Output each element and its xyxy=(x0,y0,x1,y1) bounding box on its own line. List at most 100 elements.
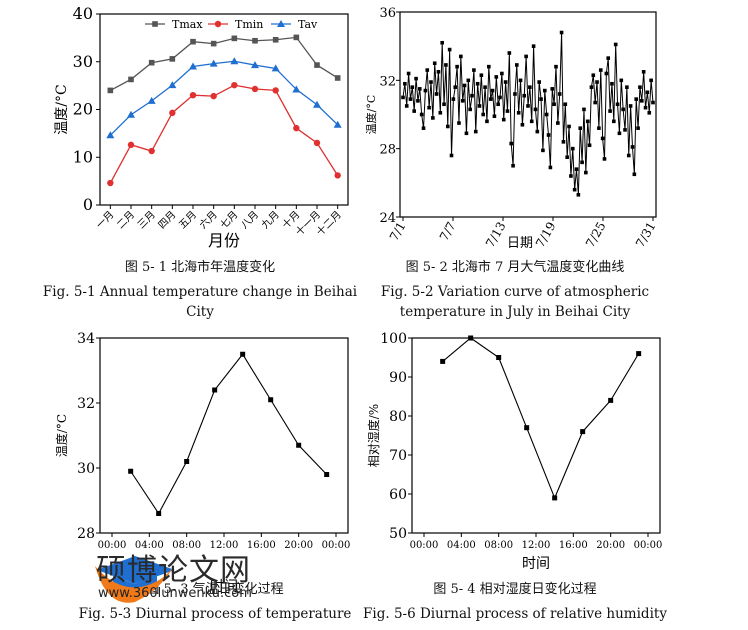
chart-1-xtick-label: 一月 xyxy=(94,209,117,232)
chart-2-point xyxy=(608,109,612,113)
chart-1-legend-tav-label: Tav xyxy=(298,18,318,31)
chart-3-point xyxy=(184,459,190,464)
chart-2-point xyxy=(630,145,635,149)
chart-3-plot-frame xyxy=(99,337,349,534)
chart-3-ytick-label: 32 xyxy=(77,396,95,412)
chart-2-point xyxy=(632,172,637,177)
chart-1-xtick-label: 二月 xyxy=(114,209,137,232)
chart-2-point xyxy=(634,97,639,101)
chart-2-point xyxy=(556,121,560,125)
chart-4-point xyxy=(608,397,614,403)
chart-4-ytick-label: 70 xyxy=(389,448,407,464)
chart-1-ylabel: 温度/°C xyxy=(54,84,70,134)
chart-2-point xyxy=(416,99,420,103)
chart-2-plot-frame xyxy=(399,11,657,218)
chart-3-point xyxy=(296,442,302,448)
chart-1-xtick-label: 三月 xyxy=(135,209,158,232)
chart-1-point-tmax xyxy=(231,35,238,42)
chart-2-point xyxy=(606,56,611,60)
chart-3-xtick-label: 16:00 xyxy=(247,540,276,551)
watermark-logo-icon xyxy=(95,556,179,603)
chart-2-point xyxy=(552,102,556,107)
chart-3-xtick-label: 20:00 xyxy=(284,540,313,551)
chart-2-point xyxy=(625,85,629,89)
chart-2-point xyxy=(524,54,528,59)
chart-2-point xyxy=(570,146,575,151)
caption-chart-4-en: Fig. 5-6 Diurnal process of relative hum… xyxy=(363,606,667,622)
chart-1-point-tmin xyxy=(127,141,135,149)
chart-2-point xyxy=(546,133,551,137)
chart-3-point xyxy=(128,468,134,474)
chart-2-ytick-label: 32 xyxy=(379,74,396,89)
chart-2-point xyxy=(468,107,472,112)
chart-2-point xyxy=(638,85,642,89)
caption-chart-4-cn: 图 5- 4 相对湿度日变化过程 xyxy=(433,582,597,597)
chart-2-point xyxy=(453,85,458,89)
chart-2-point xyxy=(598,68,603,72)
chart-2-point xyxy=(507,51,512,55)
chart-1-point-tmin xyxy=(148,147,155,155)
chart-2-point xyxy=(477,104,482,108)
chart-2-point xyxy=(529,119,534,124)
chart-1-point-tmin xyxy=(293,124,300,132)
chart-4-point xyxy=(524,425,530,431)
chart-3-point xyxy=(324,472,330,477)
chart-2-point xyxy=(470,93,474,98)
chart-1-point-tav xyxy=(292,85,301,93)
chart-2-point xyxy=(431,116,435,120)
chart-4-point xyxy=(440,358,446,364)
chart-3-point xyxy=(212,387,218,393)
chart-2-point xyxy=(612,119,616,124)
caption-chart-3-en: Fig. 5-3 Diurnal process of temperature xyxy=(78,606,352,622)
chart-4-series-line xyxy=(442,337,640,500)
chart-1-point-tav xyxy=(147,96,156,104)
chart-2-point xyxy=(466,78,471,83)
chart-2-point xyxy=(462,83,467,88)
chart-1-point-tav xyxy=(251,61,259,69)
chart-4-point xyxy=(580,429,586,435)
chart-2-point xyxy=(421,126,426,130)
chart-2-point xyxy=(563,102,568,107)
chart-2-point xyxy=(483,85,487,89)
chart-2-point xyxy=(572,187,577,192)
chart-2-point xyxy=(492,114,497,119)
chart-2-point xyxy=(528,85,532,89)
chart-2-point xyxy=(617,131,622,136)
chart-3-xtick-label: 00:00 xyxy=(98,540,127,551)
chart-3-point xyxy=(156,511,162,516)
chart-2-point xyxy=(520,122,525,127)
chart-1-legend-tav-marker xyxy=(277,20,285,27)
chart-2-point xyxy=(541,148,545,153)
chart-2-point xyxy=(472,68,476,72)
chart-2-point xyxy=(597,126,601,130)
chart-2-point xyxy=(550,87,555,91)
chart-2-xtick-label: 7/19 xyxy=(533,220,559,250)
chart-2-point xyxy=(585,119,590,124)
chart-1-legend-tmin-label: Tmin xyxy=(235,18,263,31)
chart-2-xtick-label: 7/7 xyxy=(437,220,459,244)
chart-2-point xyxy=(432,61,437,66)
chart-2-point xyxy=(440,40,444,45)
chart-1-point-tmax xyxy=(190,38,196,45)
chart-2-point xyxy=(623,128,627,132)
chart-4-plot-frame xyxy=(411,337,661,534)
chart-1-series-tav-line xyxy=(109,60,339,136)
chart-2-point xyxy=(501,117,506,122)
chart-2-point xyxy=(515,63,519,67)
chart-1-xlabel: 月份 xyxy=(208,231,240,250)
chart-1-point-tmin xyxy=(251,85,259,93)
chart-2-point xyxy=(500,71,504,76)
chart-1-point-tmax xyxy=(107,87,114,94)
chart-3-point xyxy=(268,397,274,403)
chart-1-ytick-label: 0 xyxy=(83,195,93,214)
chart-2-point xyxy=(537,80,541,84)
chart-1-point-tav xyxy=(106,131,115,139)
chart-2-point xyxy=(404,104,409,108)
chart-4-ytick-label: 80 xyxy=(389,409,407,425)
chart-2-point xyxy=(479,73,484,78)
chart-2-point xyxy=(403,81,407,86)
chart-2-point xyxy=(406,71,411,76)
chart-2-point xyxy=(509,141,514,146)
chart-1-xtick-label: 七月 xyxy=(218,209,241,232)
